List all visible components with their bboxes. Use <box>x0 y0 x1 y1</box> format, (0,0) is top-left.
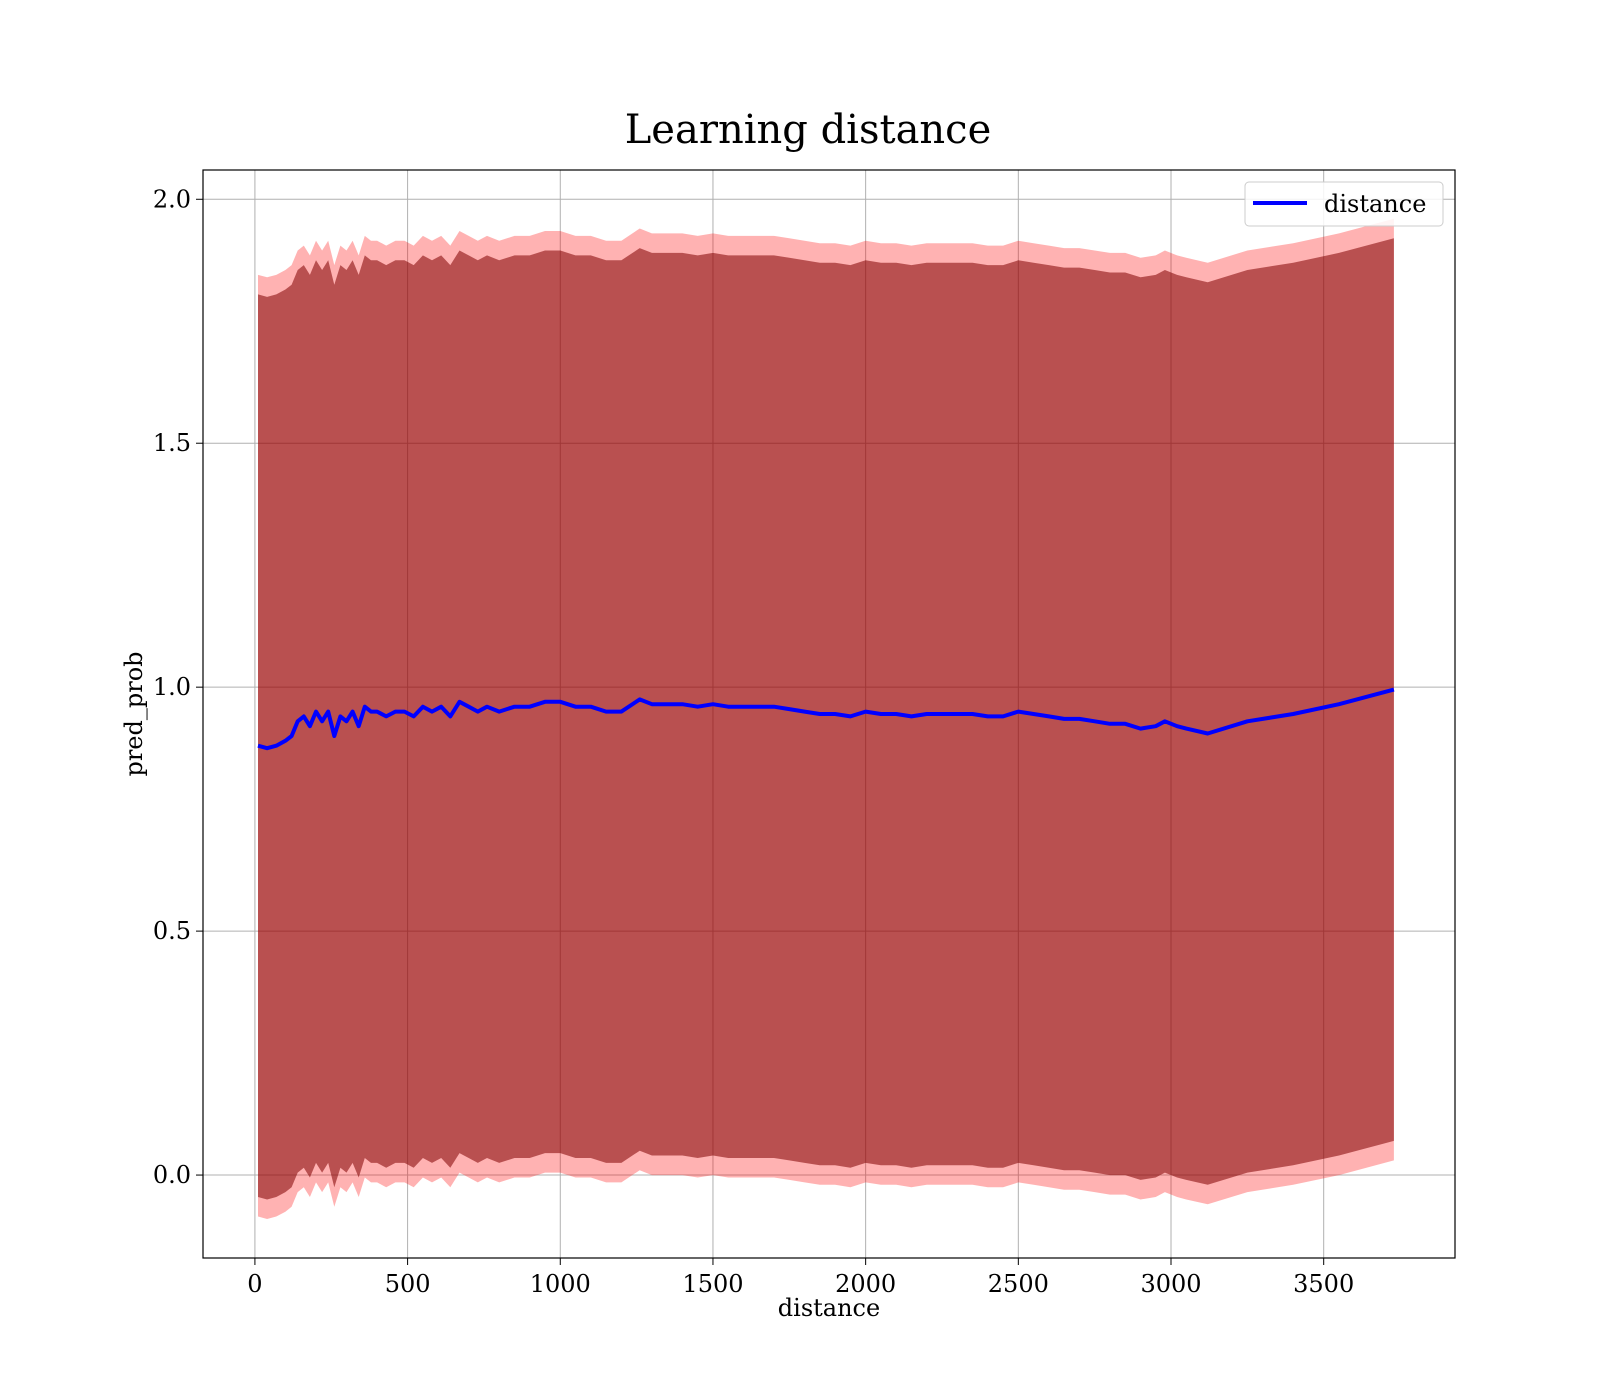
plot-frame <box>202 169 1456 1259</box>
y-tick-label: 0.5 <box>153 917 191 945</box>
x-tick-label: 1000 <box>530 1270 591 1298</box>
legend-frame <box>1244 181 1444 227</box>
x-tick-label: 3000 <box>1140 1270 1201 1298</box>
y-tick-label: 1.0 <box>153 673 191 701</box>
series-lines <box>257 687 1395 751</box>
series-line-distance <box>257 687 1395 751</box>
x-tick-label: 2000 <box>835 1270 896 1298</box>
y-tick-label: 1.5 <box>153 429 191 457</box>
x-tick-label: 1500 <box>682 1270 743 1298</box>
y-tick-label: 2.0 <box>153 185 191 213</box>
x-tick-label: 0 <box>247 1270 262 1298</box>
chart-title: Learning distance <box>625 107 992 153</box>
confidence-bands <box>258 218 1394 1220</box>
axis-ticks: 0 500 1000 1500 2000 2500 3000 3500 0.0 0.5 1.0 1.5… <box>153 185 1354 1298</box>
x-axis-label: distance <box>778 1294 880 1322</box>
legend: distance <box>1244 181 1444 227</box>
x-tick-label: 2500 <box>988 1270 1049 1298</box>
y-axis-label: pred_prob <box>120 651 148 776</box>
x-tick-label: 500 <box>385 1270 431 1298</box>
x-tick-label: 3500 <box>1293 1270 1354 1298</box>
y-tick-label: 0.0 <box>153 1161 191 1189</box>
legend-label: distance <box>1324 190 1426 218</box>
inner-confidence-band <box>258 238 1394 1200</box>
